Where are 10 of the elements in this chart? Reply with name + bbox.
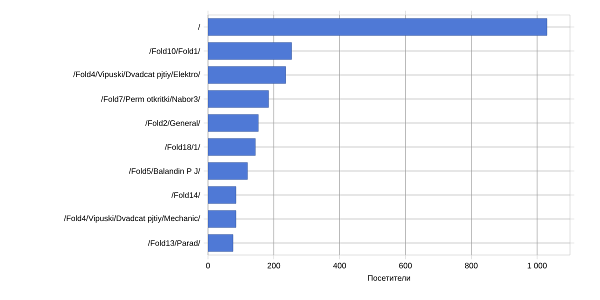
bar	[208, 210, 236, 228]
bar	[208, 234, 234, 252]
bar	[208, 42, 292, 60]
bar	[208, 90, 269, 108]
bar	[208, 114, 259, 132]
bar	[208, 162, 248, 180]
bar	[208, 66, 286, 84]
bar	[208, 18, 548, 36]
bar	[208, 186, 236, 204]
bar	[208, 138, 256, 156]
